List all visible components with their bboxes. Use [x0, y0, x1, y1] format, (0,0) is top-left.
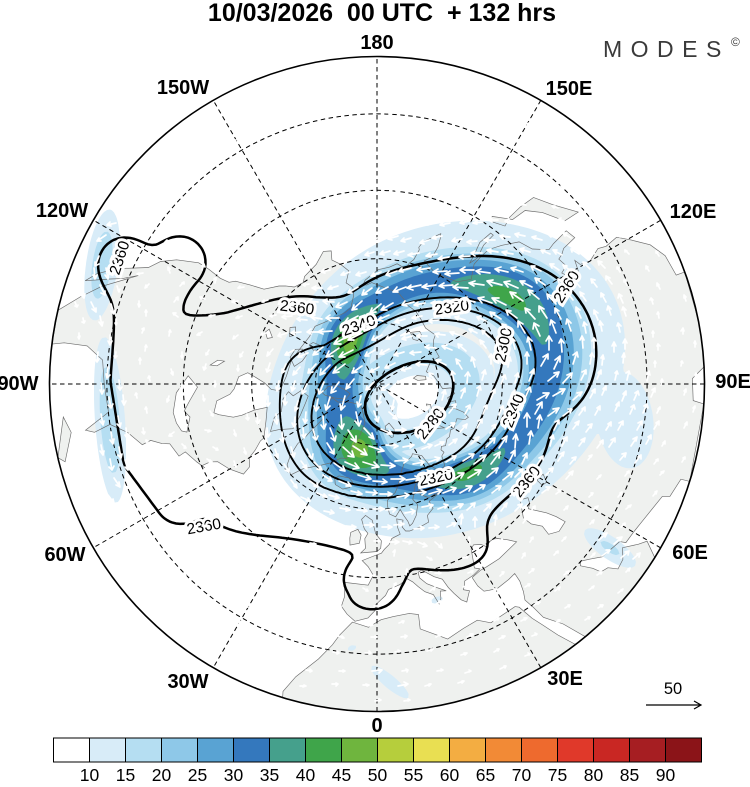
svg-text:50: 50: [368, 765, 388, 782]
svg-text:50: 50: [664, 680, 682, 698]
svg-text:15: 15: [116, 765, 135, 782]
svg-text:150W: 150W: [157, 77, 209, 99]
svg-text:65: 65: [476, 765, 495, 782]
svg-text:MODES: MODES: [603, 36, 730, 62]
svg-text:10/03/2026 00 UTC + 132 hrs: 10/03/2026 00 UTC + 132 hrs: [208, 0, 556, 27]
svg-text:2300: 2300: [492, 326, 516, 364]
svg-text:0: 0: [371, 715, 382, 737]
svg-text:25: 25: [188, 765, 207, 782]
svg-text:30: 30: [224, 765, 244, 782]
svg-text:60E: 60E: [672, 542, 708, 564]
svg-text:2360: 2360: [279, 297, 316, 318]
svg-text:75: 75: [548, 765, 567, 782]
svg-text:45: 45: [332, 765, 351, 782]
svg-text:180: 180: [360, 32, 393, 54]
svg-text:20: 20: [152, 765, 172, 782]
svg-text:35: 35: [260, 765, 279, 782]
svg-text:60W: 60W: [44, 544, 85, 566]
svg-text:2320: 2320: [417, 466, 455, 490]
svg-text:120E: 120E: [670, 201, 717, 223]
svg-text:90E: 90E: [715, 371, 750, 393]
svg-text:80: 80: [584, 765, 604, 782]
svg-text:150E: 150E: [546, 78, 593, 100]
svg-text:©: ©: [731, 35, 740, 49]
svg-text:90W: 90W: [0, 373, 39, 395]
svg-text:120W: 120W: [36, 200, 88, 222]
svg-text:85: 85: [620, 765, 639, 782]
svg-text:30E: 30E: [547, 668, 583, 690]
svg-text:55: 55: [404, 765, 423, 782]
svg-text:90: 90: [656, 765, 676, 782]
svg-text:30W: 30W: [167, 671, 208, 693]
svg-text:10: 10: [80, 765, 100, 782]
svg-text:40: 40: [296, 765, 316, 782]
svg-text:70: 70: [512, 765, 532, 782]
svg-text:60: 60: [440, 765, 460, 782]
